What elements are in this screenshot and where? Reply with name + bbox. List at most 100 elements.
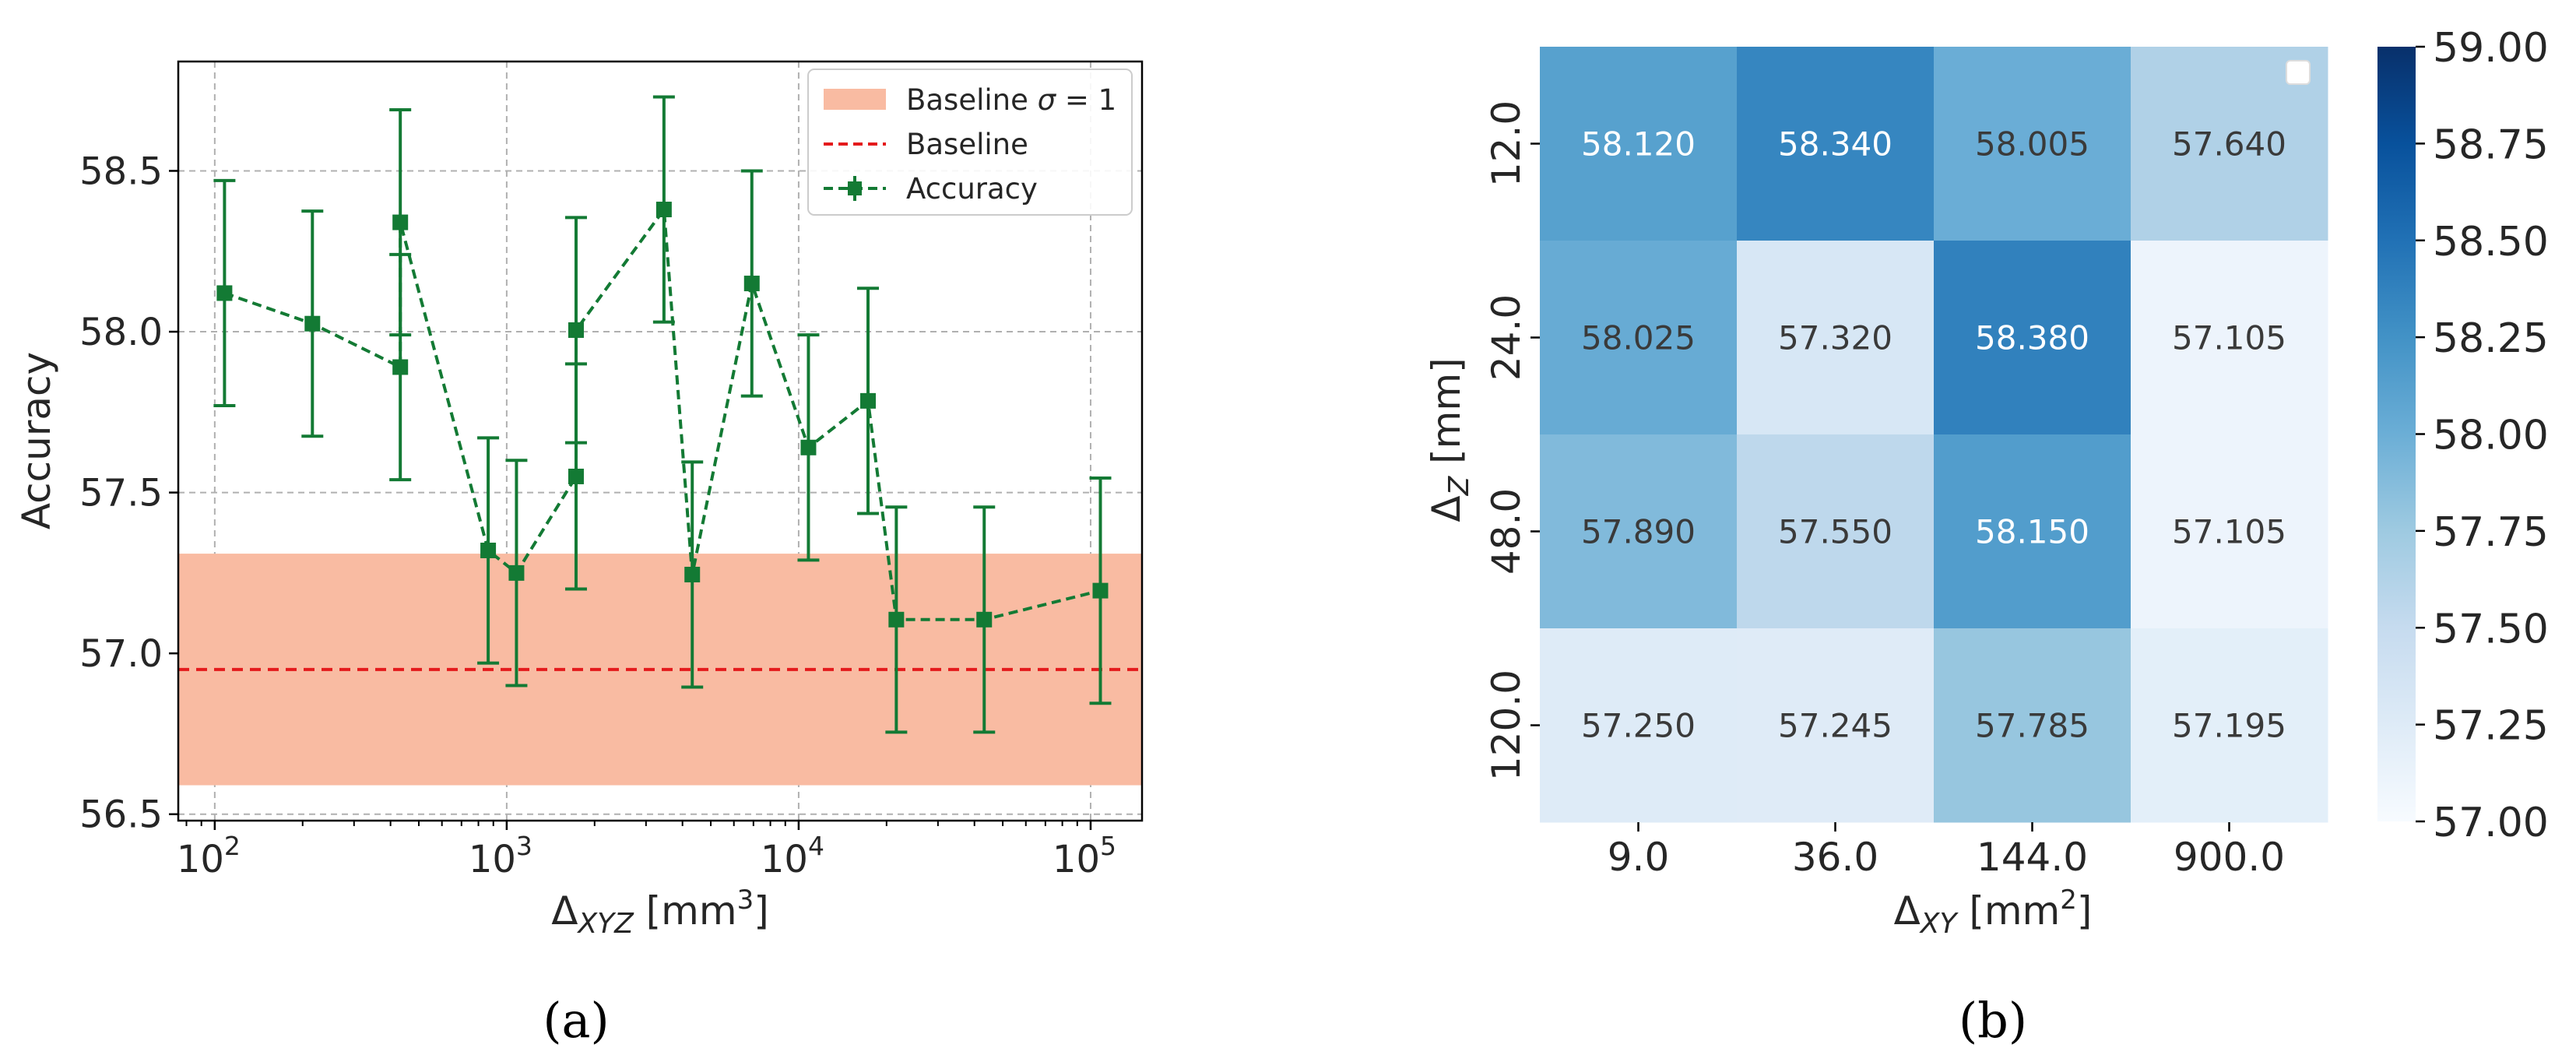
heatmap-cell	[1737, 241, 1935, 435]
baseline-sigma-band	[178, 554, 1142, 786]
colorbar-tick-label: 58.50	[2433, 219, 2549, 266]
data-point-marker	[976, 611, 993, 628]
y-tick-label: 56.5	[79, 793, 163, 837]
heatmap-cell	[1540, 47, 1738, 241]
heatmap-y-tick-label: 48.0	[1484, 488, 1529, 575]
x-tick-label: 104	[761, 831, 824, 881]
legend-box	[807, 69, 1133, 216]
colorbar-tick-label: 58.25	[2433, 315, 2549, 362]
legend-accuracy-swatch	[824, 176, 886, 201]
x-axis-label-sub: XYZ	[576, 908, 634, 940]
heatmap-cell-value: 58.120	[1581, 125, 1696, 164]
data-point-marker	[860, 392, 877, 409]
heatmap-cell-value: 57.245	[1778, 707, 1892, 745]
data-point-marker	[655, 202, 672, 218]
legend-band-swatch	[824, 89, 886, 110]
heatmap-x-axis-label: ΔXY [mm2]	[1894, 884, 2093, 940]
y-tick-label: 57.0	[79, 632, 163, 676]
accuracy-line-chart: 56.5 57.0 57.5 58.0 58.5 102 103 104 105 Accura…	[14, 60, 1144, 1049]
y-tick-label: 58.0	[79, 311, 163, 354]
data-point-marker	[392, 214, 409, 230]
heatmap-cell	[1934, 47, 2131, 241]
heatmap-x-tick-label: 900.0	[2174, 835, 2285, 880]
y-axis-ticks: 56.5 57.0 57.5 58.0 58.5	[79, 149, 178, 837]
x-tick-label: 102	[177, 831, 241, 881]
heatmap-cell-value: 57.320	[1778, 319, 1892, 357]
colorbar-tick-label: 58.75	[2433, 121, 2549, 168]
legend-baseline-label: Baseline	[906, 128, 1028, 161]
heatmap-y-tick-label: 24.0	[1484, 294, 1529, 381]
heatmap-cell-value: 57.890	[1581, 513, 1696, 551]
x-axis-label-delta: Δ	[551, 888, 578, 934]
colorbar-ticks: 57.00 57.25 57.50 57.75 58.00 58.25 58.50 58.75…	[2416, 25, 2549, 846]
colorbar-tick-label: 57.50	[2433, 606, 2549, 652]
y-tick-label: 57.5	[79, 472, 163, 515]
x-axis-label-close: ]	[754, 888, 769, 934]
heatmap-cell-value: 57.105	[2172, 319, 2286, 357]
heatmap-cell	[1934, 628, 2131, 823]
data-point-marker	[508, 564, 525, 581]
heatmap-cell-value: 57.785	[1975, 707, 2089, 745]
colorbar-tick-label: 57.25	[2433, 703, 2549, 750]
data-point-marker	[392, 359, 409, 375]
heatmap-cell	[1934, 434, 2131, 629]
data-point-marker	[888, 611, 905, 628]
data-point-marker	[304, 315, 321, 332]
colorbar	[2377, 47, 2416, 821]
colorbar-tick-label: 57.00	[2433, 800, 2549, 846]
heatmap-cell-value: 58.340	[1778, 125, 1892, 164]
data-point-marker	[568, 322, 584, 338]
heatmap-cell	[2131, 628, 2328, 823]
data-point-marker	[568, 468, 584, 484]
data-point-marker	[1092, 582, 1109, 599]
heatmap-cell-value: 57.640	[2172, 125, 2286, 164]
heatmap-x-tick-label: 144.0	[1977, 835, 2088, 880]
plot-frame	[177, 60, 1144, 822]
data-point-marker	[800, 439, 817, 455]
panel-a-caption: (a)	[543, 992, 609, 1049]
heatmap-cell	[1737, 47, 1935, 241]
legend-accuracy-label: Accuracy	[906, 172, 1038, 206]
data-point-marker	[684, 566, 701, 582]
heatmap-cell-value: 58.380	[1975, 319, 2089, 357]
heatmap-empty-legend-box	[2286, 60, 2311, 85]
heatmap-cell-value: 58.025	[1581, 319, 1696, 357]
colorbar-tick-label: 58.00	[2433, 413, 2549, 459]
x-axis-label-unit: [mm	[634, 888, 737, 934]
colorbar-tick-label: 57.75	[2433, 509, 2549, 556]
heatmap-y-tick-label: 120.0	[1484, 670, 1529, 781]
x-axis-label-sup: 3	[737, 884, 754, 916]
accuracy-heatmap: 58.120 58.340 58.005 57.640 58.025 57.320 58.3…	[1424, 25, 2549, 1049]
heatmap-cell-value: 57.105	[2172, 513, 2286, 551]
y-axis-label: Accuracy	[14, 352, 59, 529]
y-tick-label: 58.5	[79, 149, 163, 193]
x-axis-label: ΔXYZ [mm3]	[551, 884, 769, 940]
heatmap-x-tick-label: 36.0	[1792, 835, 1878, 880]
heatmap-cell	[1934, 241, 2131, 435]
heatmap-y-tick-label: 12.0	[1484, 100, 1529, 187]
heatmap-cell	[1540, 434, 1738, 629]
heatmap-x-ticks: 9.0 36.0 144.0 900.0	[1608, 822, 2285, 880]
heatmap-cell	[1540, 241, 1738, 435]
heatmap-x-tick-label: 9.0	[1608, 835, 1670, 880]
heatmap-cell	[2131, 434, 2328, 629]
data-point-marker	[216, 285, 233, 301]
heatmap-cell	[1737, 628, 1935, 823]
heatmap-cell-value: 57.250	[1581, 707, 1696, 745]
heatmap-cell	[1737, 434, 1935, 629]
heatmap-cell-value: 58.005	[1975, 125, 2089, 164]
x-tick-label: 103	[469, 831, 532, 881]
x-tick-label: 105	[1053, 831, 1116, 881]
heatmap-cell-value: 57.550	[1778, 513, 1892, 551]
heatmap-annotations: 58.120 58.340 58.005 57.640 58.025 57.320 58.3…	[1581, 125, 2286, 745]
data-point-marker	[480, 542, 497, 558]
heatmap-cell	[2131, 241, 2328, 435]
heatmap-y-axis-label: ΔZ [mm]	[1424, 357, 1475, 522]
heatmap-cells	[1540, 47, 2328, 823]
legend: Baseline σ = 1 Baseline Accuracy	[807, 69, 1133, 216]
accuracy-markers	[216, 202, 1109, 628]
colorbar-tick-label: 59.00	[2433, 25, 2549, 72]
heatmap-cell-value: 57.195	[2172, 707, 2286, 745]
heatmap-cell-value: 58.150	[1975, 513, 2089, 551]
